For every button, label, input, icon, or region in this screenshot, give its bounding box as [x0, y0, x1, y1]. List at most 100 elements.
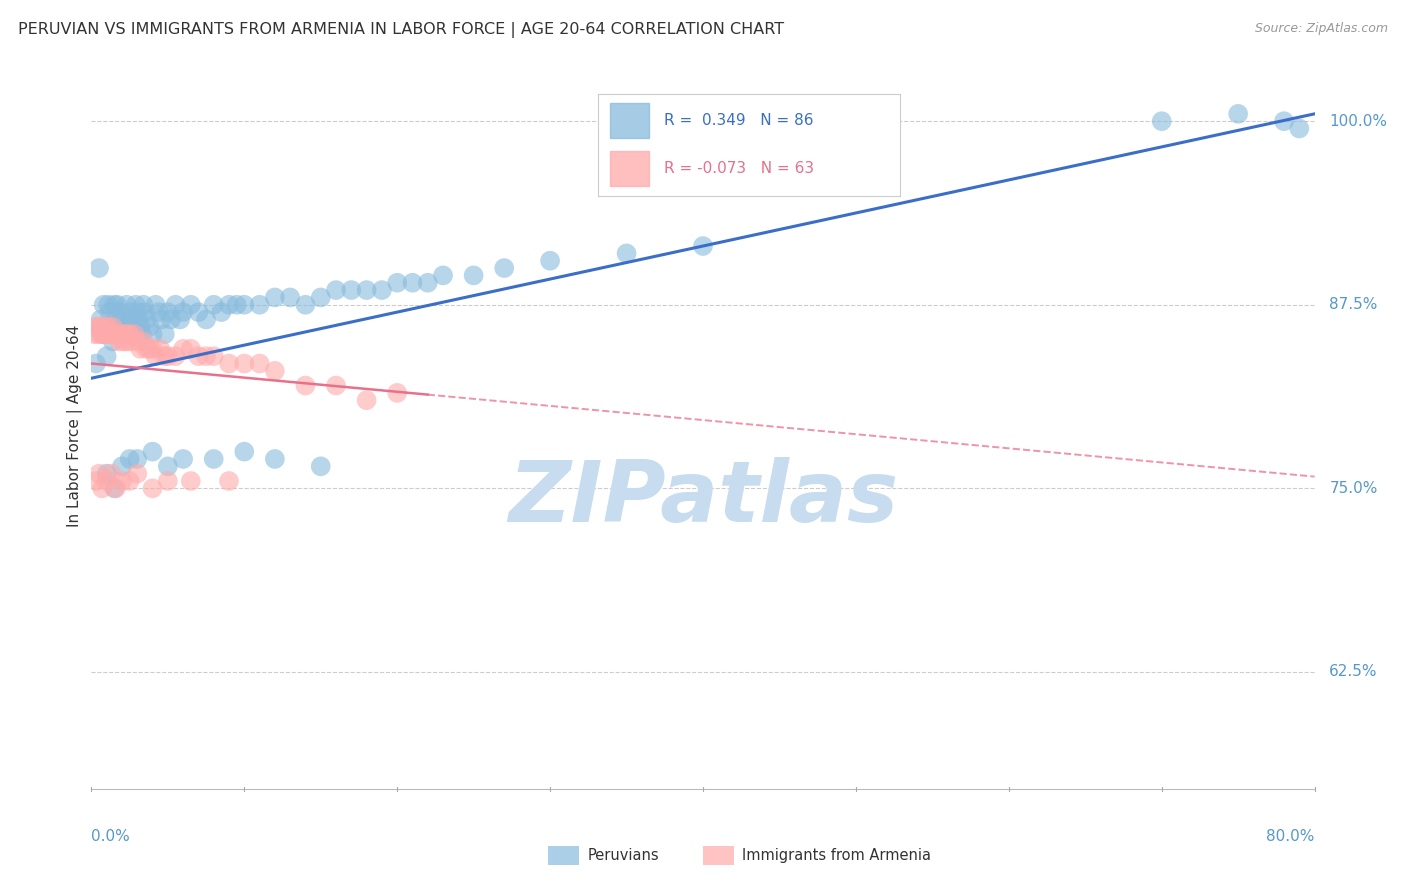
Text: 75.0%: 75.0%: [1329, 481, 1378, 496]
Point: [141, 481, 163, 495]
Text: 80.0%: 80.0%: [1267, 830, 1315, 845]
Point: [105, 298, 128, 312]
Point: [692, 239, 714, 253]
Point: [97, 298, 120, 312]
Point: [172, 452, 194, 467]
Point: [98, 305, 121, 319]
Point: [96, 349, 118, 363]
Point: [104, 312, 127, 326]
Point: [148, 305, 170, 319]
Point: [156, 474, 179, 488]
Point: [218, 357, 240, 371]
Point: [108, 305, 131, 319]
Point: [127, 334, 149, 349]
Point: [120, 334, 142, 349]
Point: [103, 481, 125, 495]
Point: [218, 298, 240, 312]
Point: [132, 298, 155, 312]
Point: [127, 452, 149, 467]
Point: [112, 334, 135, 349]
Point: [616, 246, 638, 260]
Point: [101, 319, 124, 334]
Point: [118, 327, 141, 342]
Point: [169, 312, 191, 326]
Point: [111, 459, 134, 474]
Point: [105, 327, 128, 342]
Text: 0.0%: 0.0%: [91, 830, 131, 845]
Point: [187, 349, 209, 363]
Point: [233, 444, 256, 458]
Point: [264, 452, 287, 467]
Point: [416, 276, 439, 290]
Point: [494, 261, 516, 276]
Point: [104, 481, 127, 495]
Point: [118, 474, 141, 488]
Point: [156, 349, 179, 363]
Point: [118, 305, 141, 319]
Point: [156, 459, 179, 474]
Text: 87.5%: 87.5%: [1329, 297, 1378, 312]
Point: [278, 290, 301, 304]
Point: [401, 276, 423, 290]
Point: [141, 327, 163, 342]
Point: [127, 467, 149, 481]
Point: [87, 319, 110, 334]
Point: [138, 319, 160, 334]
Point: [165, 298, 187, 312]
Point: [340, 283, 363, 297]
Point: [233, 357, 256, 371]
Point: [101, 334, 124, 349]
Point: [202, 452, 225, 467]
Point: [325, 283, 347, 297]
Point: [117, 319, 139, 334]
Point: [129, 342, 152, 356]
Point: [309, 459, 332, 474]
Point: [100, 327, 122, 342]
Point: [264, 364, 287, 378]
Point: [129, 319, 152, 334]
Point: [141, 444, 163, 458]
Point: [309, 290, 332, 304]
Point: [110, 327, 132, 342]
Point: [463, 268, 485, 283]
Point: [187, 305, 209, 319]
Point: [103, 327, 125, 342]
Point: [108, 334, 131, 349]
Point: [96, 474, 118, 488]
Point: [150, 312, 173, 326]
Point: [122, 327, 145, 342]
Point: [371, 283, 394, 297]
Text: Peruvians: Peruvians: [588, 848, 659, 863]
Point: [131, 327, 153, 342]
Point: [94, 319, 117, 334]
Point: [195, 312, 218, 326]
Point: [122, 327, 145, 342]
Point: [385, 276, 409, 290]
Text: Immigrants from Armenia: Immigrants from Armenia: [742, 848, 931, 863]
Point: [165, 349, 187, 363]
Point: [125, 298, 148, 312]
Point: [115, 334, 138, 349]
Point: [294, 378, 316, 392]
Point: [538, 253, 561, 268]
Point: [432, 268, 454, 283]
Point: [202, 298, 225, 312]
Text: 100.0%: 100.0%: [1329, 113, 1388, 128]
Point: [356, 283, 378, 297]
Point: [93, 327, 115, 342]
Point: [117, 327, 139, 342]
Point: [385, 385, 409, 400]
Point: [121, 319, 143, 334]
Point: [90, 312, 112, 326]
Point: [127, 305, 149, 319]
Point: [98, 327, 121, 342]
Point: [138, 342, 160, 356]
Point: [356, 393, 378, 408]
Y-axis label: In Labor Force | Age 20-64: In Labor Force | Age 20-64: [67, 325, 83, 527]
Text: ZIPatlas: ZIPatlas: [508, 457, 898, 541]
Text: PERUVIAN VS IMMIGRANTS FROM ARMENIA IN LABOR FORCE | AGE 20-64 CORRELATION CHART: PERUVIAN VS IMMIGRANTS FROM ARMENIA IN L…: [18, 22, 785, 38]
Point: [180, 474, 202, 488]
Point: [100, 467, 122, 481]
Point: [87, 261, 110, 276]
Text: Source: ZipAtlas.com: Source: ZipAtlas.com: [1254, 22, 1388, 36]
